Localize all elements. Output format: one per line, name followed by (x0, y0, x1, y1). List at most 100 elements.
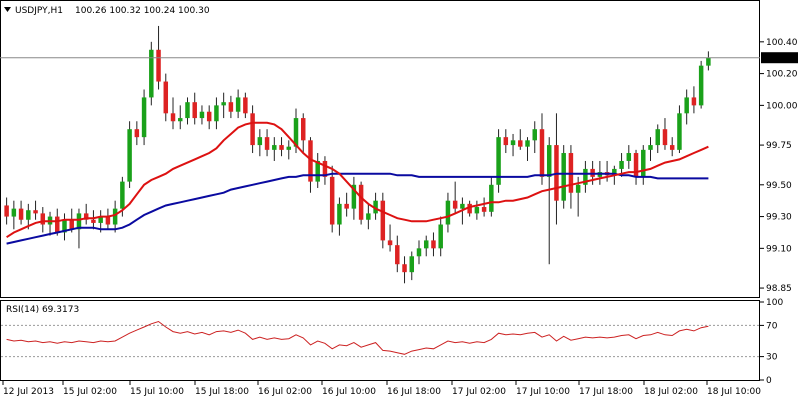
bear-candle-body (91, 219, 96, 223)
candle (503, 129, 509, 154)
time-tick-label: 18 Jul 10:00 (707, 387, 761, 397)
bull-candle-body (438, 224, 443, 249)
bull-candle-body (366, 213, 371, 220)
current-price-tag: 100.30 (761, 52, 798, 64)
candle (525, 137, 530, 161)
bull-candle-body (98, 216, 103, 223)
candle (402, 256, 407, 284)
candle (91, 210, 96, 230)
candle (706, 51, 711, 71)
bear-candle-body (308, 140, 313, 182)
candle (489, 176, 494, 217)
bear-candle-body (344, 203, 349, 209)
candle (344, 192, 349, 217)
bull-candle-body (178, 118, 183, 122)
candle (322, 156, 328, 185)
bear-candle-body (402, 264, 407, 273)
candle (641, 145, 646, 185)
candle (272, 137, 277, 161)
price-tick-label: 100.00 (766, 101, 798, 111)
bear-candle-body (452, 200, 458, 209)
bull-candle-body (286, 146, 292, 150)
bull-candle-body (575, 184, 581, 193)
candle (214, 97, 219, 130)
bull-candle-body (706, 57, 711, 66)
bull-candle-body (525, 140, 530, 147)
time-tick-label: 17 Jul 10:00 (516, 387, 570, 397)
bull-candle-body (315, 160, 320, 182)
candle (243, 92, 248, 119)
bear-candle-body (228, 102, 234, 112)
bull-candle-body (445, 200, 451, 225)
candle (351, 176, 357, 220)
bull-candle-body (11, 208, 17, 217)
bear-candle-body (243, 97, 248, 114)
bull-candle-body (272, 145, 277, 150)
bear-candle-body (481, 207, 487, 212)
candle (127, 121, 132, 188)
bear-candle-body (134, 129, 140, 138)
rsi-tick-label: 100 (766, 298, 783, 308)
time-tick-label: 18 Jul 02:00 (644, 387, 698, 397)
time-tick-label: 16 Jul 10:00 (322, 387, 376, 397)
bear-candle-body (387, 240, 393, 246)
bull-candle-body (619, 160, 624, 169)
candle (633, 149, 639, 185)
candle (185, 97, 190, 125)
candle (199, 105, 205, 125)
candle (395, 235, 400, 273)
bear-candle-body (633, 153, 639, 177)
candle (373, 192, 378, 220)
price-tick-label: 100.20 (766, 70, 798, 80)
candle (192, 92, 197, 125)
candle (329, 165, 335, 233)
time-tick-label: 16 Jul 18:00 (387, 387, 441, 397)
candle (33, 200, 38, 220)
bear-candle-body (156, 49, 161, 82)
rsi-axis: 100 70 30 0 (760, 298, 783, 386)
symbol-label: USDJPY,H1 (15, 6, 63, 16)
candle (380, 192, 386, 249)
candle (286, 140, 292, 160)
candle (228, 95, 234, 119)
bear-candle-body (83, 213, 89, 220)
bull-candle-body (235, 97, 241, 112)
current-price-tag-bg (761, 52, 798, 64)
candle (496, 129, 501, 193)
rsi-tick-label: 30 (766, 353, 778, 363)
candle (662, 118, 668, 150)
bull-candle-body (199, 111, 205, 119)
collapse-triangle-icon[interactable] (4, 7, 11, 12)
bull-candle-body (489, 184, 494, 212)
bull-candle-body (337, 203, 342, 225)
candle (539, 113, 545, 185)
bull-candle-body (641, 149, 646, 177)
candle (366, 203, 371, 230)
bull-candle-body (474, 207, 480, 214)
candle (438, 216, 443, 257)
bull-candle-body (612, 168, 617, 176)
bull-candle-body (257, 137, 263, 146)
candle (163, 73, 169, 122)
candle (178, 105, 183, 130)
candle (206, 105, 212, 130)
time-tick-label: 17 Jul 18:00 (579, 387, 633, 397)
bull-candle-body (546, 145, 552, 177)
bear-candle-body (250, 113, 255, 146)
time-tick-label: 17 Jul 02:00 (452, 387, 506, 397)
bull-candle-body (648, 145, 653, 150)
bull-candle-body (127, 129, 132, 182)
candle (315, 153, 320, 188)
candle (112, 200, 118, 233)
bull-candle-body (62, 219, 67, 233)
bear-candle-body (264, 137, 270, 150)
bull-candle-body (561, 153, 566, 201)
bull-candle-body (510, 140, 516, 146)
candle (18, 200, 24, 225)
candle (134, 121, 140, 146)
bear-candle-body (192, 102, 197, 119)
price-tick-label: 98.85 (766, 284, 792, 294)
bear-candle-body (467, 203, 472, 214)
candle (510, 133, 516, 157)
bear-candle-body (358, 184, 364, 220)
